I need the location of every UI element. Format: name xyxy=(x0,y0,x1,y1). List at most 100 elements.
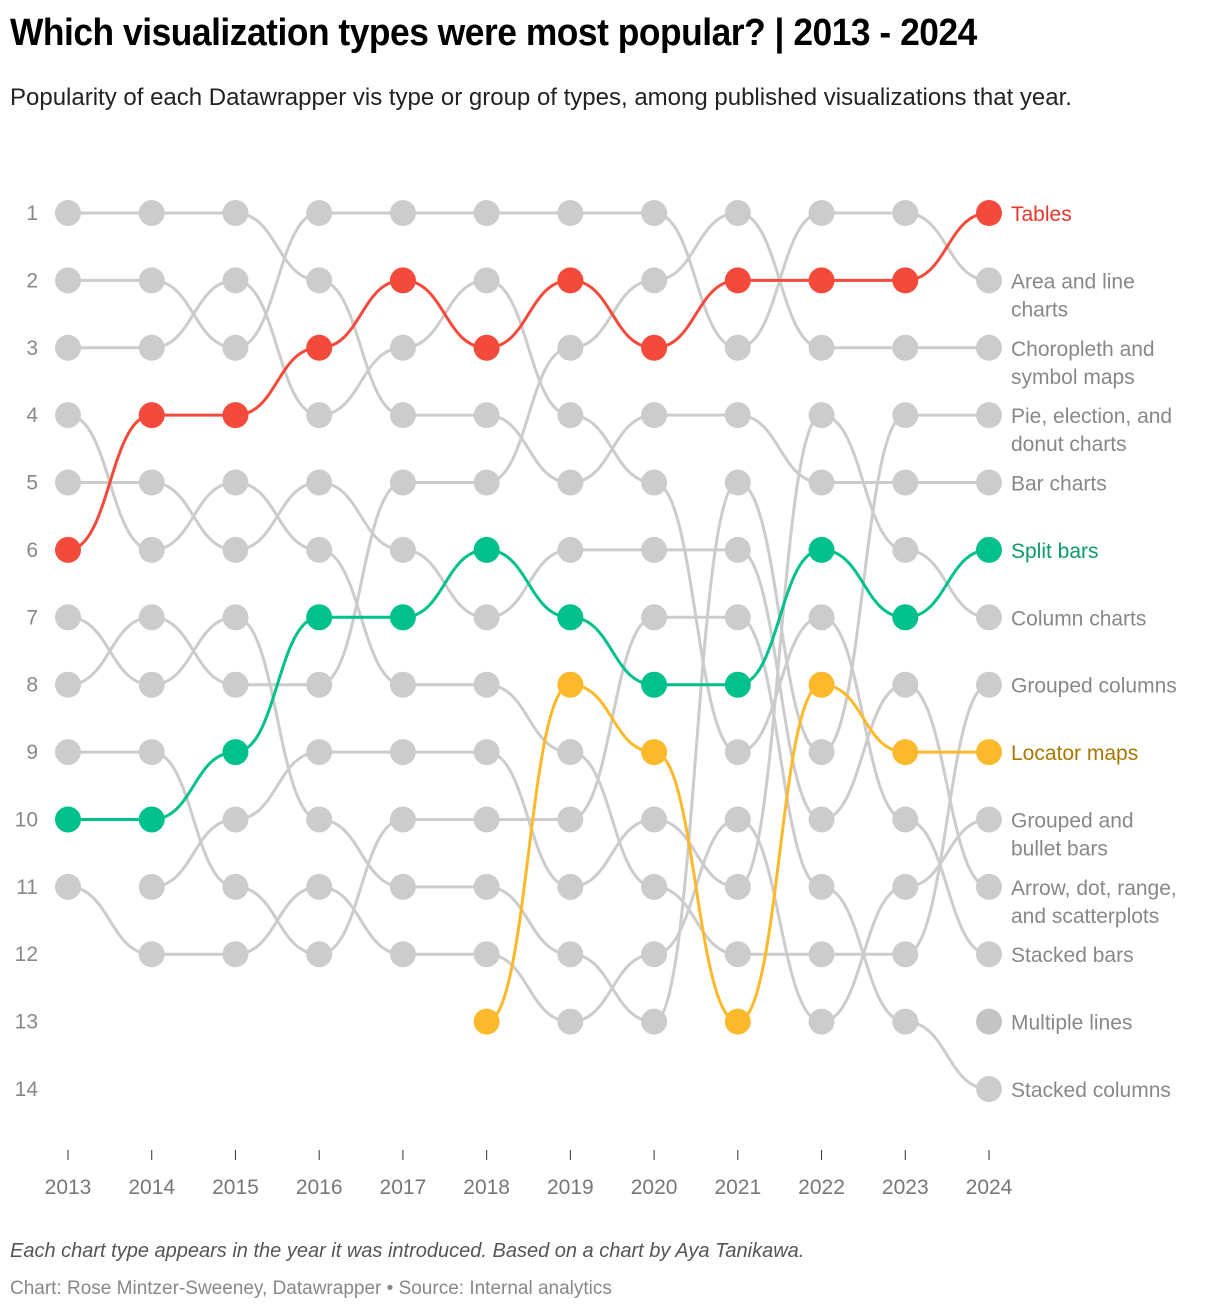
y-tick-label: 2 xyxy=(26,269,38,292)
x-tick-label: 2022 xyxy=(798,1176,845,1199)
series-dot-stacked-columns xyxy=(306,941,333,968)
series-dot-arrow-dot-range-and-scatterplots xyxy=(976,873,1002,900)
y-tick-label: 6 xyxy=(26,539,38,562)
chart-title: Which visualization types were most popu… xyxy=(10,12,977,54)
chart-notes: Each chart type appears in the year it w… xyxy=(10,1240,805,1262)
x-tick-label: 2019 xyxy=(547,1176,594,1199)
series-dot-stacked-bars xyxy=(473,267,500,294)
x-tick-label: 2020 xyxy=(631,1176,678,1199)
series-dot-grouped-columns xyxy=(724,941,751,968)
series-dot-pie-election-and-donut-charts xyxy=(138,671,165,698)
x-tick-label: 2024 xyxy=(966,1176,1013,1199)
series-dot-grouped-and-bullet-bars xyxy=(976,806,1002,833)
series-dot-stacked-columns xyxy=(222,873,249,900)
series-dot-stacked-bars xyxy=(808,604,835,631)
series-dot-area-and-line-charts xyxy=(473,200,500,226)
series-dot-stacked-columns xyxy=(557,806,584,833)
series-dot-column-charts xyxy=(892,536,919,563)
series-dot-grouped-columns xyxy=(892,941,919,968)
series-dot-arrow-dot-range-and-scatterplots xyxy=(222,536,249,563)
x-tick-label: 2016 xyxy=(296,1176,343,1199)
series-dot-split-bars xyxy=(222,739,249,766)
series-label-line: symbol maps xyxy=(1011,366,1135,389)
series-dot-split-bars xyxy=(306,604,333,631)
series-dot-grouped-columns xyxy=(222,469,249,496)
series-dot-grouped-columns xyxy=(473,671,500,698)
series-label-arrow-dot-range-and-scatterplots: Arrow, dot, range, and scatterplots xyxy=(1011,877,1177,928)
series-dot-grouped-and-bullet-bars xyxy=(389,941,416,968)
series-dot-column-charts xyxy=(641,806,668,833)
series-dot-stacked-bars xyxy=(976,941,1002,968)
series-dots-highlight xyxy=(55,200,1002,1035)
series-lines-background xyxy=(66,211,991,1091)
series-dot-bar-charts xyxy=(724,402,751,429)
series-label-line: Grouped and xyxy=(1011,809,1134,832)
series-dot-choropleth-and-symbol-maps xyxy=(557,334,584,361)
series-dot-split-bars xyxy=(976,536,1002,563)
series-dot-bar-charts xyxy=(138,200,165,226)
series-dot-stacked-bars xyxy=(724,739,751,766)
series-label-stacked-columns: Stacked columns xyxy=(1011,1079,1171,1102)
series-dot-pie-election-and-donut-charts xyxy=(222,604,249,631)
series-dot-pie-election-and-donut-charts xyxy=(306,806,333,833)
series-dot-bar-charts xyxy=(306,267,333,294)
series-label-line: Locator maps xyxy=(1011,742,1138,765)
series-label-line: donut charts xyxy=(1011,433,1127,456)
y-tick-label: 11 xyxy=(16,876,38,899)
series-dot-tables xyxy=(976,200,1002,226)
series-dot-stacked-columns xyxy=(641,604,668,631)
series-dot-column-charts xyxy=(473,739,500,766)
x-axis: 2013 2014 2015 2016 2017 2018 2019 2020 2021 2022… xyxy=(45,1150,1013,1199)
x-tick-label: 2017 xyxy=(380,1176,427,1199)
series-dot-area-and-line-charts xyxy=(557,200,584,226)
series-dot-tables xyxy=(138,402,165,429)
series-dot-arrow-dot-range-and-scatterplots xyxy=(724,536,751,563)
series-dot-grouped-and-bullet-bars xyxy=(641,941,668,968)
series-line-arrow-dot-range-and-scatterplots xyxy=(66,481,991,889)
series-dot-bar-charts xyxy=(55,200,81,226)
series-dot-stacked-bars xyxy=(892,806,919,833)
chart-byline: Chart: Rose Mintzer-Sweeney, Datawrapper… xyxy=(10,1278,612,1299)
series-dot-locator-maps xyxy=(557,671,584,698)
series-dot-split-bars xyxy=(55,806,81,833)
series-dot-locator-maps xyxy=(641,739,668,766)
series-label-line: Grouped columns xyxy=(1011,675,1177,698)
series-dot-stacked-bars xyxy=(138,334,165,361)
series-dot-stacked-columns xyxy=(892,1008,919,1035)
series-dot-choropleth-and-symbol-maps xyxy=(306,671,333,698)
series-dot-arrow-dot-range-and-scatterplots xyxy=(306,469,333,496)
series-label-line: bullet bars xyxy=(1011,837,1108,860)
series-dot-pie-election-and-donut-charts xyxy=(641,1008,668,1035)
series-dot-stacked-columns xyxy=(976,1076,1002,1102)
series-label-multiple-lines: Multiple lines xyxy=(1011,1012,1132,1035)
series-dot-area-and-line-charts xyxy=(306,200,333,226)
series-dot-arrow-dot-range-and-scatterplots xyxy=(138,469,165,496)
series-label-split-bars: Split bars xyxy=(1011,540,1099,563)
series-label-line: Pie, election, and xyxy=(1011,405,1172,428)
series-dot-pie-election-and-donut-charts xyxy=(389,873,416,900)
series-line-locator-maps xyxy=(485,683,991,1024)
series-dot-arrow-dot-range-and-scatterplots xyxy=(808,806,835,833)
x-tick-label: 2014 xyxy=(128,1176,175,1199)
series-dot-stacked-columns xyxy=(808,873,835,900)
series-dot-pie-election-and-donut-charts xyxy=(473,873,500,900)
series-label-tables: Tables xyxy=(1011,203,1072,226)
series-dot-grouped-and-bullet-bars xyxy=(55,873,81,900)
series-dot-column-charts xyxy=(808,402,835,429)
series-label-line: and scatterplots xyxy=(1011,905,1159,928)
chart-subtitle: Popularity of each Datawrapper vis type … xyxy=(10,84,1072,111)
series-dot-grouped-columns xyxy=(306,536,333,563)
series-dot-area-and-line-charts xyxy=(389,200,416,226)
series-dot-bar-charts xyxy=(557,469,584,496)
series-dot-choropleth-and-symbol-maps xyxy=(892,334,919,361)
series-dot-area-and-line-charts xyxy=(976,267,1002,294)
series-dot-stacked-bars xyxy=(55,334,81,361)
series-dot-grouped-columns xyxy=(557,739,584,766)
series-label-line: Bar charts xyxy=(1011,473,1107,496)
series-dot-pie-election-and-donut-charts xyxy=(55,604,81,631)
series-line-column-charts xyxy=(150,413,991,889)
series-dot-stacked-columns xyxy=(724,604,751,631)
series-dot-grouped-columns xyxy=(55,402,81,429)
series-dot-area-and-line-charts xyxy=(222,334,249,361)
